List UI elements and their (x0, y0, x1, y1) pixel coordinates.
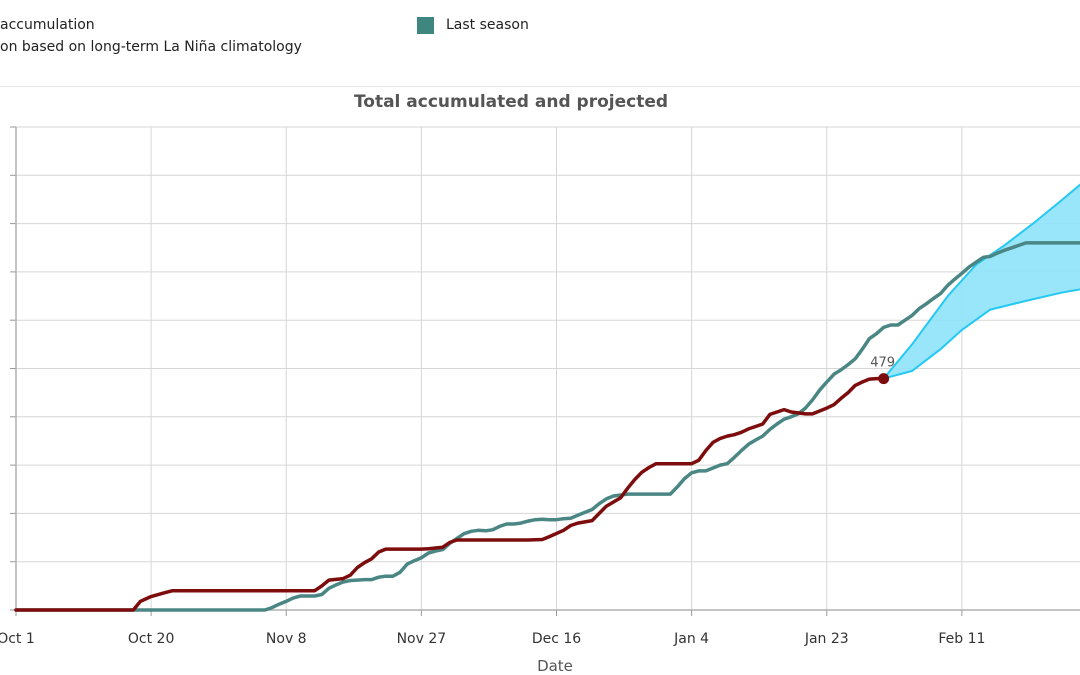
current-season-end-label: 479 (870, 356, 895, 371)
x-tick-label: Nov 8 (266, 631, 307, 647)
projection-band (883, 184, 1080, 379)
x-tick-label: Jan 4 (673, 631, 709, 647)
x-tick-label: Jan 23 (804, 631, 849, 647)
legend-swatch-last-season (417, 17, 434, 34)
accumulation-chart: Total accumulated and projected Oct 1 Oct … (0, 92, 1080, 675)
legend-item-projection[interactable]: on based on long-term La Niña climatolog… (0, 39, 302, 55)
x-tick-label: Dec 16 (532, 631, 581, 647)
x-tick-label: Feb 11 (938, 631, 985, 647)
legend: accumulation on based on long-term La Ni… (0, 0, 1080, 86)
legend-label-current-accumulation: accumulation (0, 17, 95, 33)
series-line-current-season (14, 376, 886, 612)
chart-title: Total accumulated and projected (354, 92, 668, 112)
legend-item-current-accumulation[interactable]: accumulation (0, 17, 95, 33)
legend-label-projection: on based on long-term La Niña climatolog… (0, 39, 302, 55)
x-axis-title: Date (537, 657, 573, 675)
current-season-end-marker (878, 373, 890, 385)
x-tick-label: Nov 27 (397, 631, 447, 647)
legend-label-last-season: Last season (446, 17, 529, 33)
projection-lower-line (883, 288, 1080, 380)
x-tick-label: Oct 20 (128, 631, 174, 647)
x-tick-label: Oct 1 (0, 631, 35, 647)
legend-divider (0, 86, 1080, 87)
series-line-last-season (14, 241, 1080, 612)
legend-item-last-season[interactable]: Last season (417, 17, 529, 34)
